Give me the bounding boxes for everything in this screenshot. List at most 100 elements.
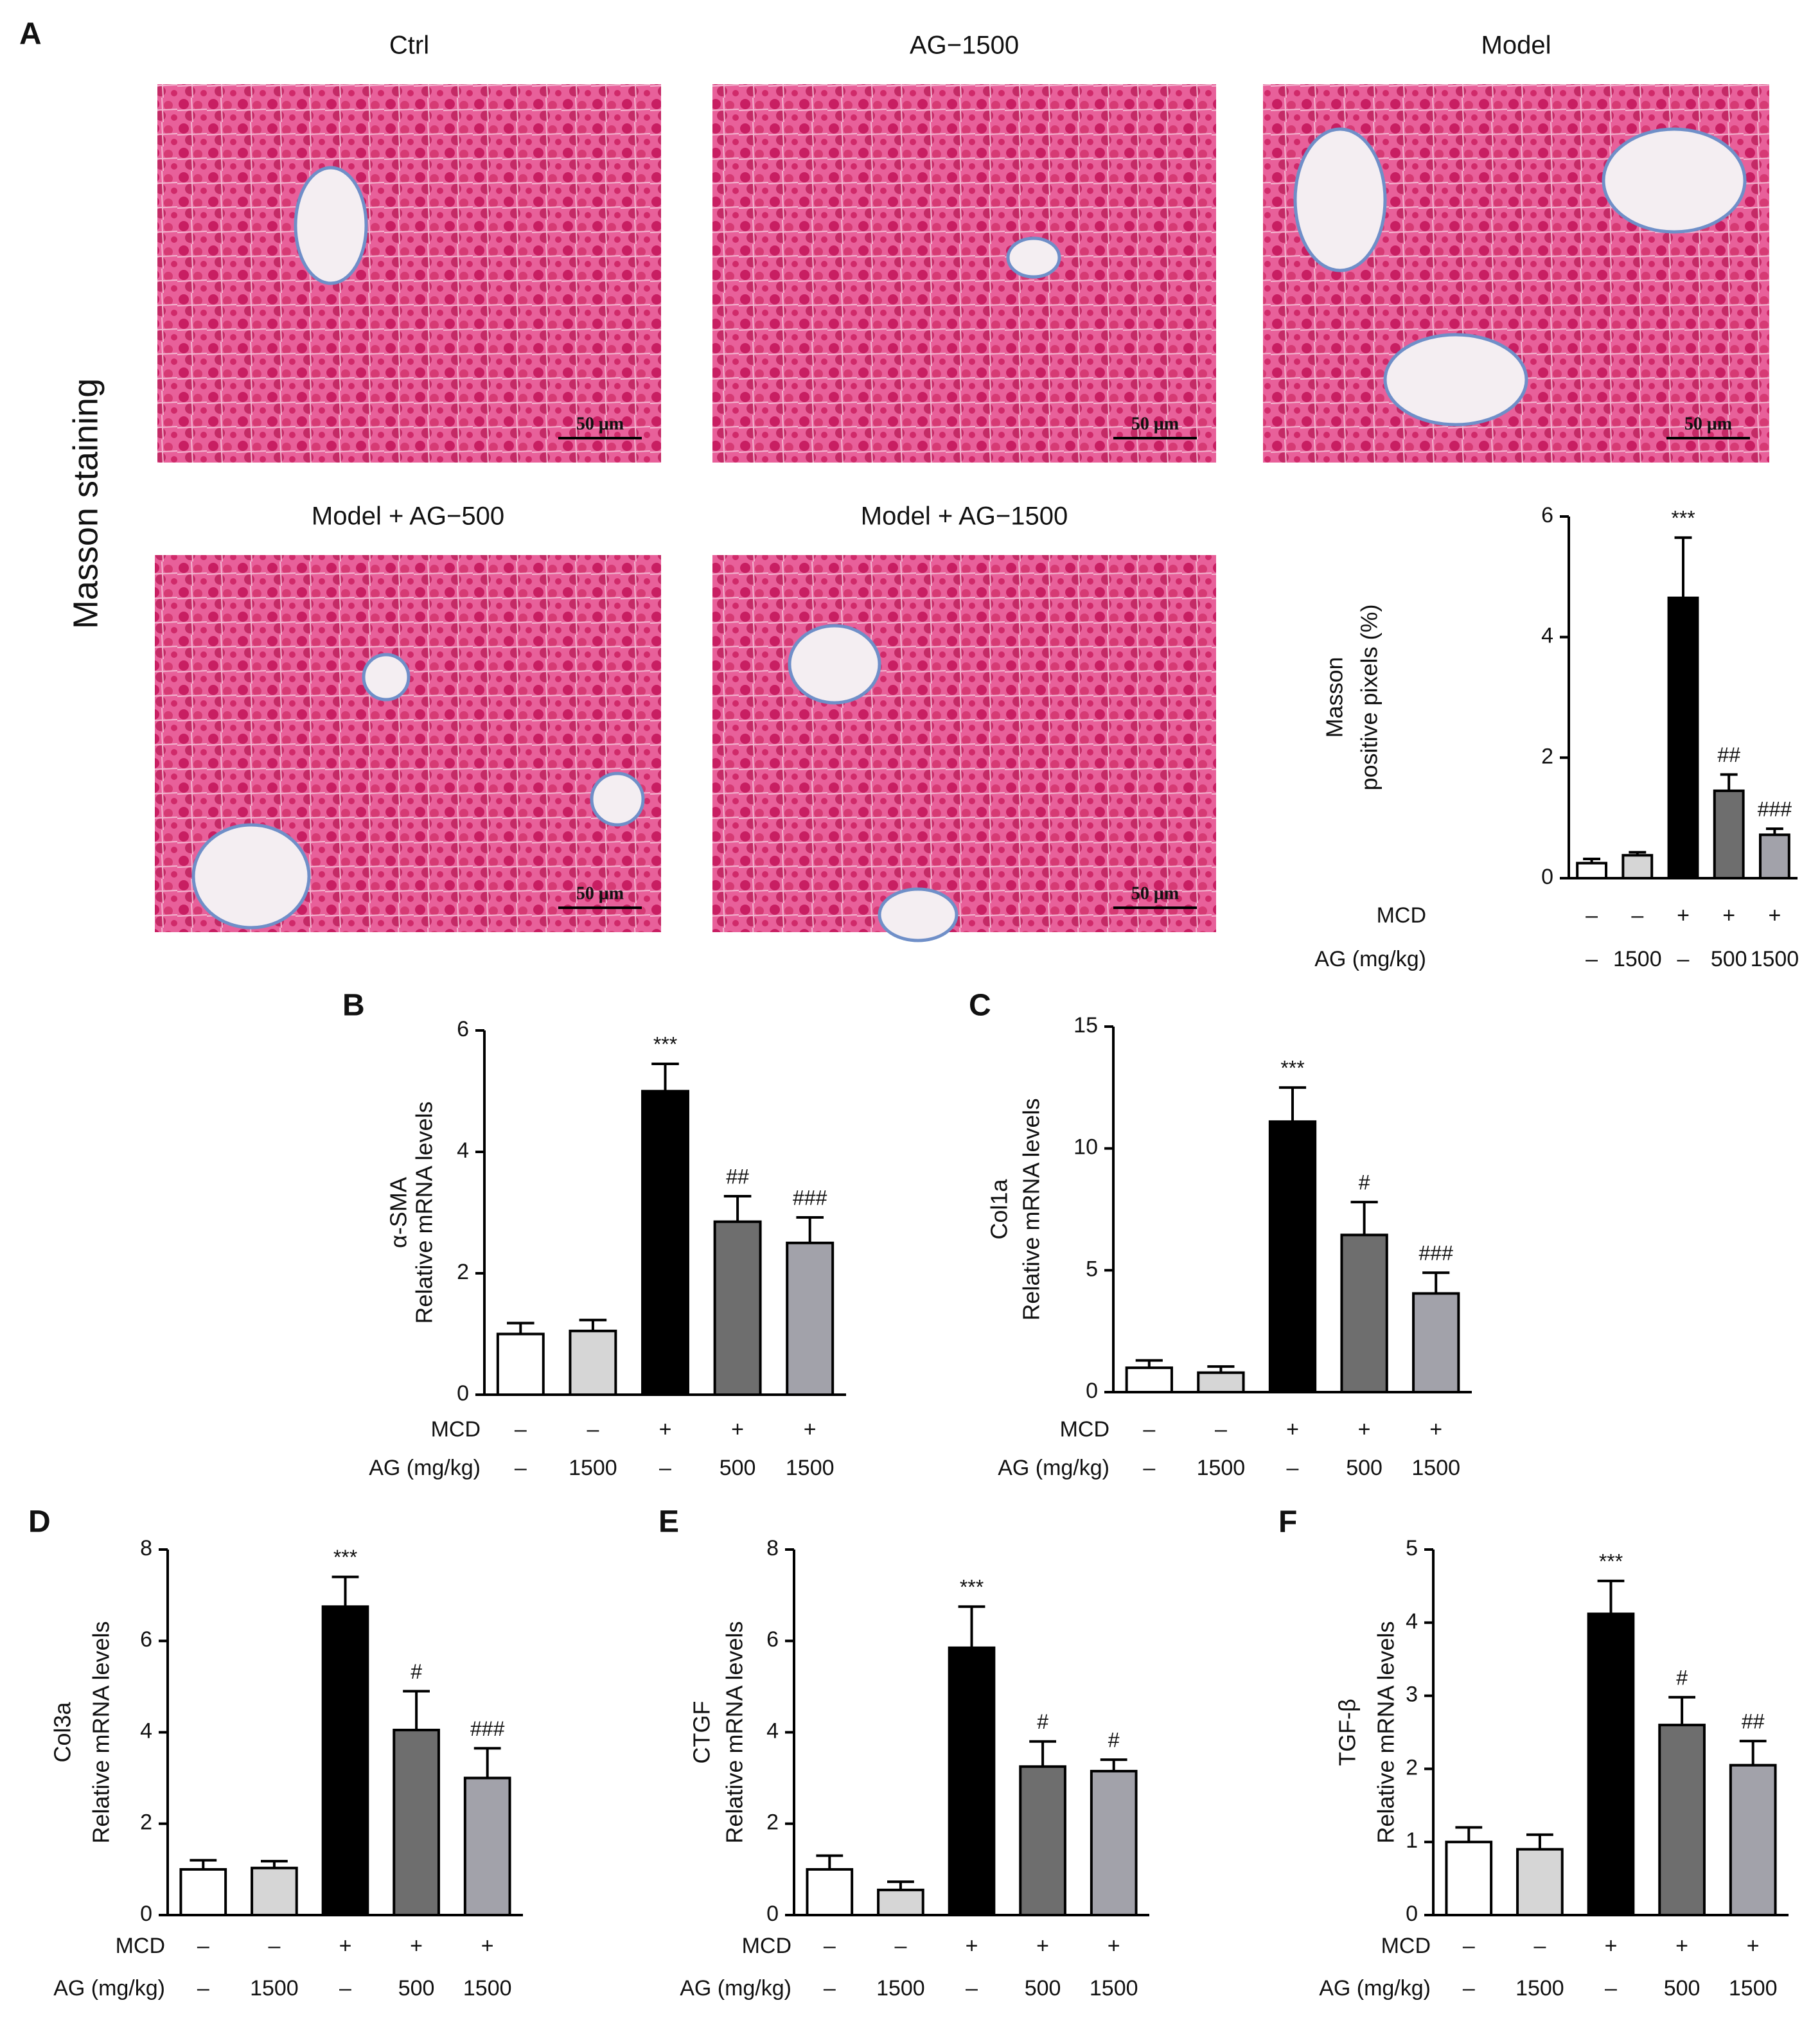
y-axis-label: Relative mRNA levels (88, 1621, 114, 1843)
scale-bar-label: 50 μm (1684, 414, 1732, 434)
row-name: MCD (431, 1417, 481, 1442)
significance-label: *** (333, 1546, 357, 1569)
panel-letter: B (342, 989, 365, 1023)
x-group-label: + (1722, 903, 1735, 928)
significance-label: ### (793, 1187, 827, 1210)
x-group-label: – (1533, 1934, 1546, 1958)
y-tick-label: 6 (140, 1627, 152, 1652)
scale-bar-label: 50 μm (576, 414, 624, 434)
row-name: MCD (1381, 1934, 1431, 1958)
row-name: AG (mg/kg) (998, 1456, 1109, 1480)
significance-label: *** (653, 1032, 677, 1056)
vessel (1006, 236, 1061, 279)
row-name: MCD (742, 1934, 791, 1958)
micrograph-title: Model + AG−500 (312, 502, 504, 531)
y-tick-label: 4 (140, 1718, 152, 1743)
significance-label: # (411, 1660, 422, 1683)
x-group-label: – (515, 1456, 527, 1480)
significance-label: # (1108, 1729, 1120, 1752)
y-axis-label: α-SMA (385, 1177, 412, 1248)
x-group-label: + (804, 1417, 817, 1442)
bar (463, 1776, 511, 1916)
y-axis-label: Masson (1321, 657, 1348, 738)
x-group-label: 1500 (1729, 1976, 1778, 2001)
x-group-label: – (824, 1976, 836, 2001)
y-axis-label: positive pixels (%) (1356, 604, 1383, 790)
y-axis-label: Relative mRNA levels (721, 1621, 748, 1843)
significance-label: ### (470, 1717, 505, 1740)
x-group-label: + (339, 1934, 352, 1958)
x-group-label: + (1429, 1417, 1442, 1442)
y-tick-label: 0 (140, 1902, 152, 1926)
scale-bar-label: 50 μm (1131, 414, 1179, 434)
x-group-label: – (1143, 1456, 1155, 1480)
y-tick-label: 8 (140, 1536, 152, 1560)
panel-letter: E (658, 1505, 679, 1539)
y-tick-label: 4 (1406, 1609, 1418, 1634)
micrograph-title: Model + AG−1500 (861, 502, 1068, 531)
y-tick-label: 2 (1406, 1755, 1418, 1780)
x-group-label: + (1358, 1417, 1371, 1442)
bar (877, 1888, 924, 1917)
x-group-label: – (587, 1417, 599, 1442)
x-group-label: 500 (1025, 1976, 1061, 2001)
x-group-label: 1500 (1613, 947, 1662, 971)
y-tick-label: 4 (766, 1718, 779, 1743)
bar (496, 1332, 545, 1396)
vessel (1383, 333, 1528, 427)
side-label: Masson staining (66, 378, 105, 629)
y-axis-label: Relative mRNA levels (1018, 1098, 1045, 1320)
x-group-label: – (966, 1976, 978, 2001)
x-group-label: – (1143, 1417, 1155, 1442)
row-name: AG (mg/kg) (680, 1976, 791, 2001)
scale-bar-label: 50 μm (1131, 883, 1179, 903)
bar (1713, 789, 1745, 879)
x-group-label: 1500 (876, 1976, 925, 2001)
significance-label: # (1359, 1171, 1370, 1194)
y-tick-label: 4 (457, 1138, 469, 1163)
significance-label: # (1676, 1666, 1688, 1689)
panel-letter: A (19, 17, 42, 51)
bar (1587, 1612, 1635, 1917)
x-group-label: 500 (1346, 1456, 1383, 1480)
x-group-label: – (1287, 1456, 1299, 1480)
y-axis-label: Col1a (986, 1178, 1012, 1239)
bar (1268, 1120, 1317, 1393)
significance-label: ## (726, 1165, 749, 1188)
bar (1412, 1292, 1460, 1393)
y-tick-label: 0 (1406, 1902, 1418, 1926)
x-group-label: 500 (1711, 947, 1747, 971)
panel-letter: F (1278, 1505, 1297, 1539)
bar (569, 1329, 617, 1396)
row-name: AG (mg/kg) (53, 1976, 165, 2001)
y-tick-label: 5 (1086, 1257, 1098, 1281)
vessel (294, 166, 368, 285)
bar (1197, 1371, 1245, 1393)
x-group-label: 1500 (1197, 1456, 1246, 1480)
y-axis-label: TGF-β (1334, 1699, 1361, 1766)
x-group-label: + (410, 1934, 423, 1958)
micrograph-title: AG−1500 (910, 31, 1019, 60)
bar (806, 1868, 854, 1916)
y-tick-label: 6 (457, 1017, 469, 1041)
y-tick-label: 15 (1073, 1013, 1098, 1038)
bar (1516, 1848, 1564, 1917)
x-group-label: + (1747, 1934, 1760, 1958)
x-group-label: 500 (720, 1456, 756, 1480)
bar (179, 1868, 227, 1916)
x-group-label: + (1036, 1934, 1049, 1958)
bar (713, 1220, 762, 1397)
significance-label: *** (1671, 506, 1695, 529)
row-name: MCD (116, 1934, 165, 1958)
significance-label: ### (1758, 798, 1792, 821)
y-tick-label: 0 (1086, 1379, 1098, 1403)
x-group-label: + (1677, 903, 1690, 928)
y-tick-label: 1 (1406, 1828, 1418, 1853)
y-tick-label: 10 (1073, 1135, 1098, 1160)
y-axis-label: Relative mRNA levels (411, 1101, 437, 1323)
x-group-label: + (481, 1934, 494, 1958)
y-tick-label: 0 (1541, 865, 1553, 889)
bar (251, 1866, 298, 1916)
bar (1658, 1724, 1706, 1917)
